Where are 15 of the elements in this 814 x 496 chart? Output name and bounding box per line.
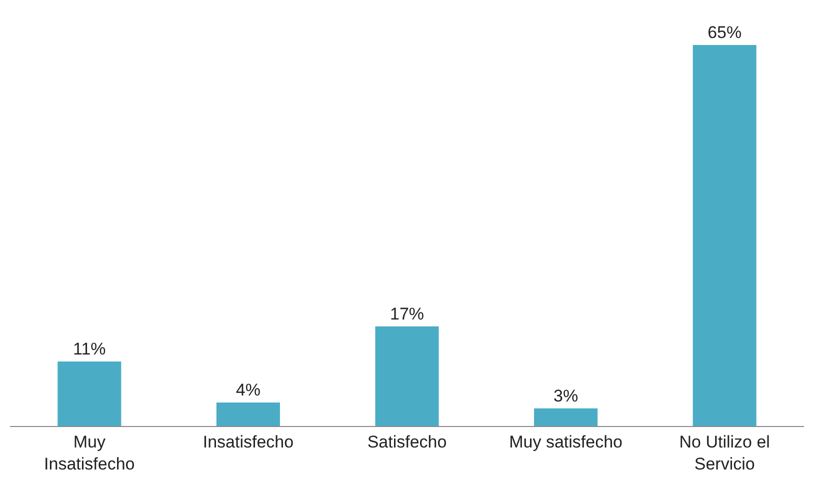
bar bbox=[534, 408, 598, 426]
x-tick-label: Satisfecho bbox=[367, 432, 447, 452]
data-label: 11% bbox=[73, 340, 106, 359]
x-tick-label: Muy satisfecho bbox=[509, 432, 622, 452]
x-tick-label: Muy Insatisfecho bbox=[44, 432, 135, 474]
x-tick-label: Insatisfecho bbox=[202, 432, 294, 452]
bar bbox=[692, 45, 756, 426]
data-label: 65% bbox=[708, 23, 742, 42]
bar bbox=[375, 326, 439, 426]
bar bbox=[216, 402, 280, 426]
data-label: 17% bbox=[390, 304, 424, 324]
data-label: 3% bbox=[554, 386, 578, 406]
bar bbox=[58, 362, 122, 426]
data-label: 4% bbox=[236, 380, 260, 400]
x-tick-label: No Utilizo el Servicio bbox=[679, 432, 770, 474]
